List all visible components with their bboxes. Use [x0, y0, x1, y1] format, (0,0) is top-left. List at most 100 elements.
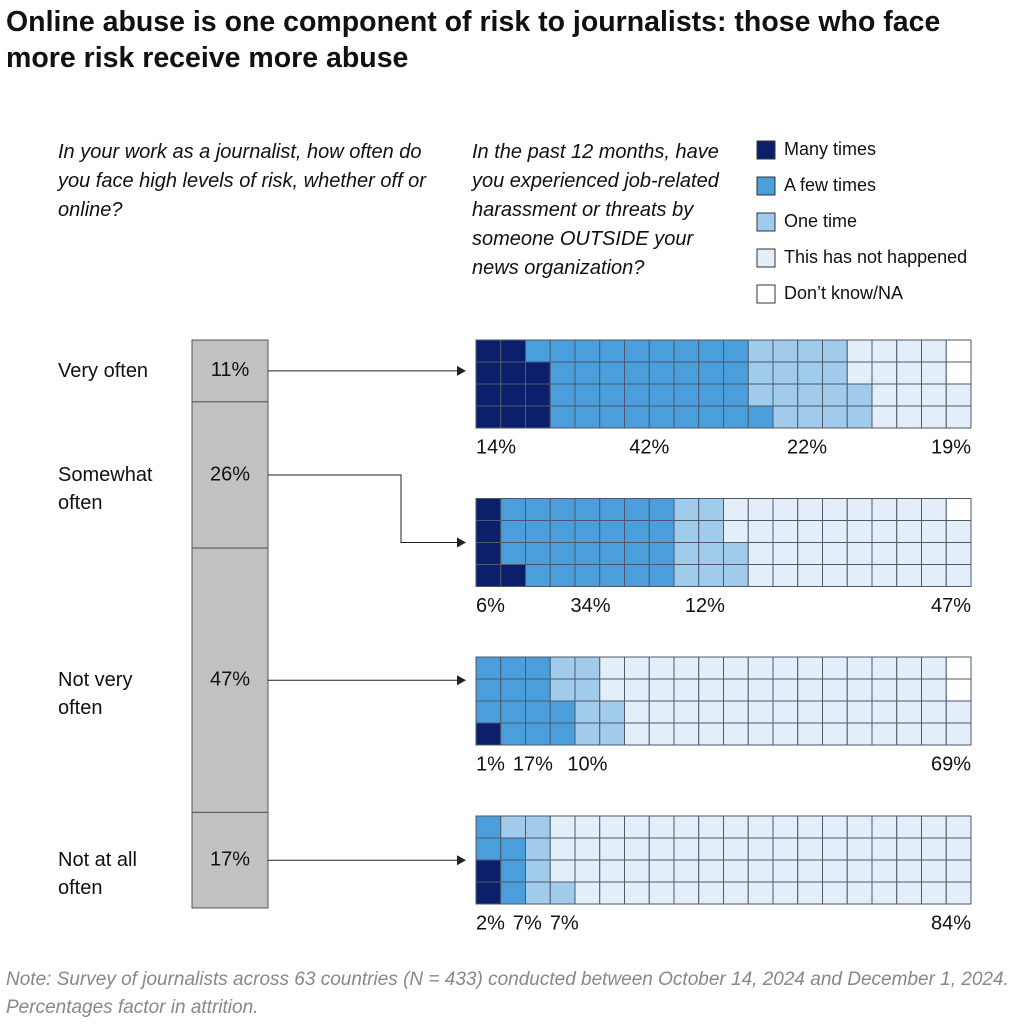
- waffle-cell: [500, 700, 526, 724]
- risk-label: 17%: [210, 848, 250, 870]
- waffle-cell: [698, 361, 724, 385]
- waffle-cell: [896, 564, 922, 587]
- waffle-cell: [797, 837, 823, 861]
- waffle-cell: [846, 542, 873, 565]
- arrow-head: [457, 537, 466, 548]
- waffle-cell: [871, 722, 898, 746]
- note: Note: Survey of journalists across 63 co…: [6, 969, 1009, 1018]
- waffle-cell: [896, 837, 922, 861]
- waffle-cell: [698, 339, 724, 363]
- waffle-cell: [945, 859, 972, 883]
- value-label: 34%: [570, 595, 610, 617]
- waffle-cell: [673, 564, 700, 587]
- waffle-cell: [648, 700, 675, 724]
- waffle-cell: [475, 498, 502, 521]
- waffle-cell: [822, 498, 848, 521]
- waffle-cell: [648, 656, 675, 680]
- waffle-cell: [921, 405, 947, 429]
- waffle-cell: [846, 859, 873, 883]
- waffle-cell: [525, 678, 551, 702]
- waffle-cell: [698, 542, 724, 565]
- waffle-cell: [846, 678, 873, 702]
- waffle-cell: [698, 815, 724, 839]
- waffle-cell: [624, 564, 650, 587]
- waffle-cell: [648, 564, 675, 587]
- waffle-cell: [599, 815, 625, 839]
- waffle-cell: [673, 405, 700, 429]
- waffle-cell: [599, 564, 625, 587]
- waffle-cell: [648, 722, 675, 746]
- waffle-cell: [822, 700, 848, 724]
- waffle-cell: [846, 405, 873, 429]
- legend-swatch: [756, 140, 776, 160]
- waffle-cell: [574, 881, 601, 905]
- waffle-cell: [648, 678, 675, 702]
- waffle-cell: [599, 700, 625, 724]
- waffle-cell: [871, 520, 898, 543]
- waffle-cell: [624, 339, 650, 363]
- waffle-cell: [698, 837, 724, 861]
- waffle-cell: [921, 498, 947, 521]
- waffle-cell: [921, 837, 947, 861]
- waffle-cell: [624, 722, 650, 746]
- waffle-cell: [747, 859, 774, 883]
- waffle-cell: [673, 722, 700, 746]
- waffle-cell: [797, 542, 823, 565]
- waffle-cell: [772, 859, 799, 883]
- waffle-cell: [475, 678, 502, 702]
- waffle-cell: [599, 383, 625, 407]
- waffle-cell: [896, 678, 922, 702]
- waffle-cell: [673, 700, 700, 724]
- waffle-cell: [599, 405, 625, 429]
- waffle-cell: [475, 361, 502, 385]
- waffle-cell: [846, 383, 873, 407]
- waffle-cell: [896, 520, 922, 543]
- waffle-cell: [648, 837, 675, 861]
- waffle-cell: [747, 678, 774, 702]
- waffle-cell: [549, 881, 576, 905]
- waffle-cell: [822, 383, 848, 407]
- waffle-cell: [747, 564, 774, 587]
- value-label: 10%: [567, 753, 607, 775]
- waffle-cell: [871, 837, 898, 861]
- waffle-cell: [673, 881, 700, 905]
- waffle-cell: [871, 498, 898, 521]
- value-label: 7%: [513, 912, 542, 934]
- waffle-cell: [846, 700, 873, 724]
- waffle-cell: [673, 815, 700, 839]
- waffle-cell: [599, 339, 625, 363]
- waffle-cell: [549, 383, 576, 407]
- waffle-cell: [846, 815, 873, 839]
- waffle-cell: [624, 383, 650, 407]
- waffle-cell: [698, 498, 724, 521]
- waffle-cell: [945, 700, 972, 724]
- waffle-cell: [945, 678, 972, 702]
- waffle-cell: [599, 722, 625, 746]
- waffle-cell: [624, 678, 650, 702]
- waffle-cell: [624, 859, 650, 883]
- waffle-cell: [921, 815, 947, 839]
- waffle-cell: [797, 859, 823, 883]
- waffle-cell: [648, 498, 675, 521]
- legend-label: Many times: [784, 139, 876, 159]
- value-label: 17%: [513, 753, 553, 775]
- risk-label: 47%: [210, 669, 250, 691]
- waffle-cell: [599, 542, 625, 565]
- waffle-cell: [747, 722, 774, 746]
- waffle-cell: [549, 678, 576, 702]
- waffle-cell: [797, 520, 823, 543]
- waffle-cell: [624, 837, 650, 861]
- waffle-cell: [475, 722, 502, 746]
- waffle-cell: [500, 520, 526, 543]
- waffle-cell: [599, 498, 625, 521]
- waffle-cell: [648, 881, 675, 905]
- waffle-cell: [797, 815, 823, 839]
- waffle-cell: [896, 383, 922, 407]
- waffle-cell: [896, 339, 922, 363]
- waffle-cell: [549, 837, 576, 861]
- waffle-cell: [500, 405, 526, 429]
- waffle-cell: [599, 361, 625, 385]
- waffle-cell: [921, 361, 947, 385]
- waffle-cell: [896, 859, 922, 883]
